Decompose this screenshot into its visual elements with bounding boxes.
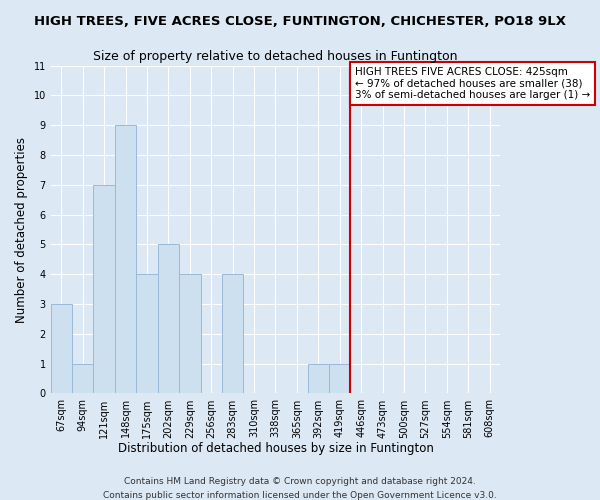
Text: HIGH TREES, FIVE ACRES CLOSE, FUNTINGTON, CHICHESTER, PO18 9LX: HIGH TREES, FIVE ACRES CLOSE, FUNTINGTON… <box>34 15 566 28</box>
Bar <box>115 125 136 394</box>
Text: Contains HM Land Registry data © Crown copyright and database right 2024.
Contai: Contains HM Land Registry data © Crown c… <box>103 478 497 500</box>
Bar <box>222 274 244 394</box>
Y-axis label: Number of detached properties: Number of detached properties <box>15 136 28 322</box>
Bar <box>50 304 72 394</box>
Text: HIGH TREES FIVE ACRES CLOSE: 425sqm
← 97% of detached houses are smaller (38)
3%: HIGH TREES FIVE ACRES CLOSE: 425sqm ← 97… <box>355 67 590 100</box>
Bar <box>179 274 200 394</box>
Bar <box>158 244 179 394</box>
Bar <box>308 364 329 394</box>
Bar <box>72 364 94 394</box>
Title: Size of property relative to detached houses in Funtington: Size of property relative to detached ho… <box>93 50 458 63</box>
Bar <box>136 274 158 394</box>
Bar <box>94 185 115 394</box>
X-axis label: Distribution of detached houses by size in Funtington: Distribution of detached houses by size … <box>118 442 433 455</box>
Bar <box>329 364 350 394</box>
